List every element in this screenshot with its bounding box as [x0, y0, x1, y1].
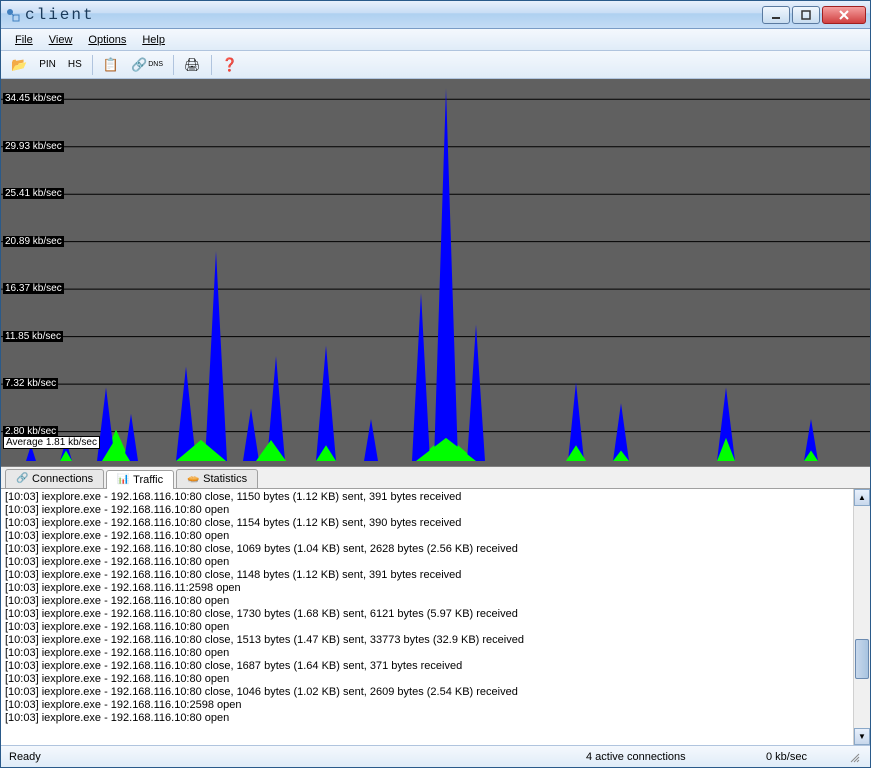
hs-btn[interactable]: HS [64, 54, 86, 76]
y-axis-label: 29.93 kb/sec [3, 141, 64, 152]
status-text: Ready [9, 751, 586, 763]
statusbar: Ready 4 active connections 0 kb/sec [1, 745, 870, 767]
open-icon: 📂 [11, 57, 27, 73]
dns-icon: 🔗 [131, 57, 147, 73]
main-window: client File View Options Help 📂 PINHS 📋 🔗DN… [0, 0, 871, 768]
toolbar-separator [211, 55, 212, 75]
tab-label: Connections [32, 473, 93, 485]
log-line: [10:03] iexplore.exe - 192.168.116.10:80… [5, 569, 849, 582]
log-line: [10:03] iexplore.exe - 192.168.116.10:80… [5, 647, 849, 660]
menu-view[interactable]: View [41, 32, 81, 48]
print-icon[interactable]: 🖨 [180, 54, 205, 76]
log-line: [10:03] iexplore.exe - 192.168.116.10:80… [5, 504, 849, 517]
pin-btn[interactable]: PIN [35, 54, 60, 76]
y-axis-label: 20.89 kb/sec [3, 236, 64, 247]
y-axis-label: 2.80 kb/sec [3, 426, 58, 437]
tab-label: Statistics [203, 473, 247, 485]
statistics-tab-icon: 🥧 [187, 473, 199, 485]
menu-options[interactable]: Options [80, 32, 134, 48]
y-axis-label: 34.45 kb/sec [3, 93, 64, 104]
traffic-chart: 34.45 kb/sec 29.93 kb/sec 25.41 kb/sec 20.8… [1, 79, 870, 467]
log-line: [10:03] iexplore.exe - 192.168.116.10:80… [5, 621, 849, 634]
log-line: [10:03] iexplore.exe - 192.168.116.10:80… [5, 491, 849, 504]
log-line: [10:03] iexplore.exe - 192.168.116.10:80… [5, 673, 849, 686]
log-line: [10:03] iexplore.exe - 192.168.116.10:80… [5, 530, 849, 543]
average-label: Average 1.81 kb/sec [3, 436, 100, 449]
chart-canvas [1, 79, 870, 466]
menu-file[interactable]: File [7, 32, 41, 48]
open-icon[interactable]: 📂 [7, 54, 31, 76]
dns-icon[interactable]: 🔗DNS [127, 54, 167, 76]
tab-label: Traffic [133, 474, 163, 486]
print-icon: 🖨 [184, 57, 201, 73]
log-line: [10:03] iexplore.exe - 192.168.116.10:80… [5, 634, 849, 647]
log-container: [10:03] iexplore.exe - 192.168.116.10:80… [1, 489, 870, 745]
log-line: [10:03] iexplore.exe - 192.168.116.10:80… [5, 556, 849, 569]
resize-grip-icon[interactable] [846, 751, 862, 763]
window-title: client [25, 6, 762, 24]
log-line: [10:03] iexplore.exe - 192.168.116.10:80… [5, 686, 849, 699]
log-area[interactable]: [10:03] iexplore.exe - 192.168.116.10:80… [1, 489, 853, 745]
list-icon[interactable]: 📋 [99, 54, 123, 76]
y-axis-label: 25.41 kb/sec [3, 188, 64, 199]
log-line: [10:03] iexplore.exe - 192.168.116.10:80… [5, 608, 849, 621]
log-line: [10:03] iexplore.exe - 192.168.116.10:80… [5, 543, 849, 556]
minimize-button[interactable] [762, 6, 790, 24]
connections-tab-icon: 🔗 [16, 473, 28, 485]
help-icon: ❓ [222, 57, 238, 73]
scroll-thumb[interactable] [855, 639, 869, 679]
log-line: [10:03] iexplore.exe - 192.168.116.10:80… [5, 712, 849, 725]
tab-traffic[interactable]: 📊 Traffic [106, 470, 174, 489]
list-icon: 📋 [103, 57, 119, 73]
toolbar-separator [92, 55, 93, 75]
y-axis-label: 11.85 kb/sec [3, 331, 63, 342]
log-line: [10:03] iexplore.exe - 192.168.116.10:80… [5, 595, 849, 608]
close-button[interactable] [822, 6, 866, 24]
log-line: [10:03] iexplore.exe - 192.168.116.10:25… [5, 699, 849, 712]
app-icon [5, 7, 21, 23]
y-axis-label: 7.32 kb/sec [3, 378, 58, 389]
log-line: [10:03] iexplore.exe - 192.168.116.11:25… [5, 582, 849, 595]
log-scrollbar[interactable]: ▲ ▼ [853, 489, 870, 745]
scroll-up-button[interactable]: ▲ [854, 489, 870, 506]
status-rate: 0 kb/sec [766, 751, 846, 763]
tab-connections[interactable]: 🔗 Connections [5, 469, 104, 488]
menubar: File View Options Help [1, 29, 870, 51]
tab-statistics[interactable]: 🥧 Statistics [176, 469, 258, 488]
log-line: [10:03] iexplore.exe - 192.168.116.10:80… [5, 660, 849, 673]
maximize-button[interactable] [792, 6, 820, 24]
titlebar[interactable]: client [1, 1, 870, 29]
menu-help[interactable]: Help [134, 32, 173, 48]
tab-bar: 🔗 Connections 📊 Traffic 🥧 Statistics [1, 467, 870, 489]
y-axis-label: 16.37 kb/sec [3, 283, 64, 294]
status-connections: 4 active connections [586, 751, 766, 763]
toolbar: 📂 PINHS 📋 🔗DNS 🖨 ❓ [1, 51, 870, 79]
toolbar-separator [173, 55, 174, 75]
log-line: [10:03] iexplore.exe - 192.168.116.10:80… [5, 517, 849, 530]
traffic-tab-icon: 📊 [117, 474, 129, 486]
scroll-down-button[interactable]: ▼ [854, 728, 870, 745]
help-icon[interactable]: ❓ [218, 54, 242, 76]
